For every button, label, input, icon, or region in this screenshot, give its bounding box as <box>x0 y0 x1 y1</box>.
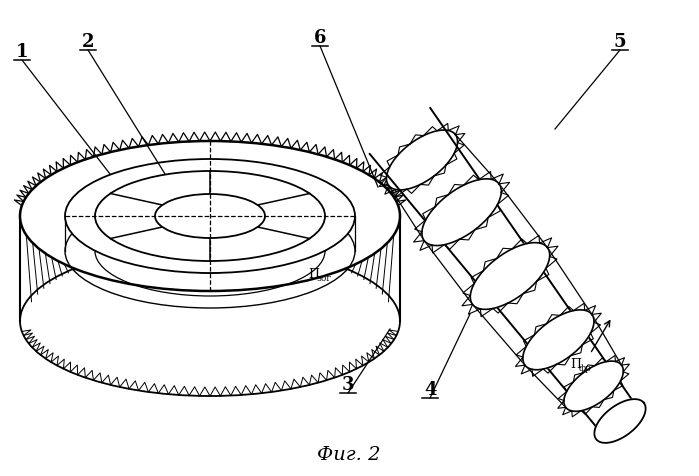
Ellipse shape <box>20 142 400 291</box>
Polygon shape <box>523 310 594 370</box>
Polygon shape <box>594 399 646 443</box>
Text: 3: 3 <box>342 375 354 393</box>
Polygon shape <box>422 179 501 246</box>
Ellipse shape <box>95 172 325 261</box>
Text: П: П <box>570 357 581 370</box>
Text: 1: 1 <box>16 43 28 61</box>
Text: Фиг. 2: Фиг. 2 <box>317 445 381 463</box>
Ellipse shape <box>65 159 355 273</box>
Text: 2: 2 <box>82 33 94 51</box>
Ellipse shape <box>155 195 265 238</box>
Text: фр: фр <box>579 363 592 372</box>
Text: 4: 4 <box>424 380 436 398</box>
Polygon shape <box>387 131 458 190</box>
Text: зог: зог <box>317 273 332 282</box>
Text: 5: 5 <box>614 33 626 51</box>
Text: 6: 6 <box>314 29 326 47</box>
Ellipse shape <box>20 247 400 396</box>
Polygon shape <box>564 361 624 411</box>
Text: П: П <box>308 268 319 280</box>
Polygon shape <box>470 243 549 310</box>
